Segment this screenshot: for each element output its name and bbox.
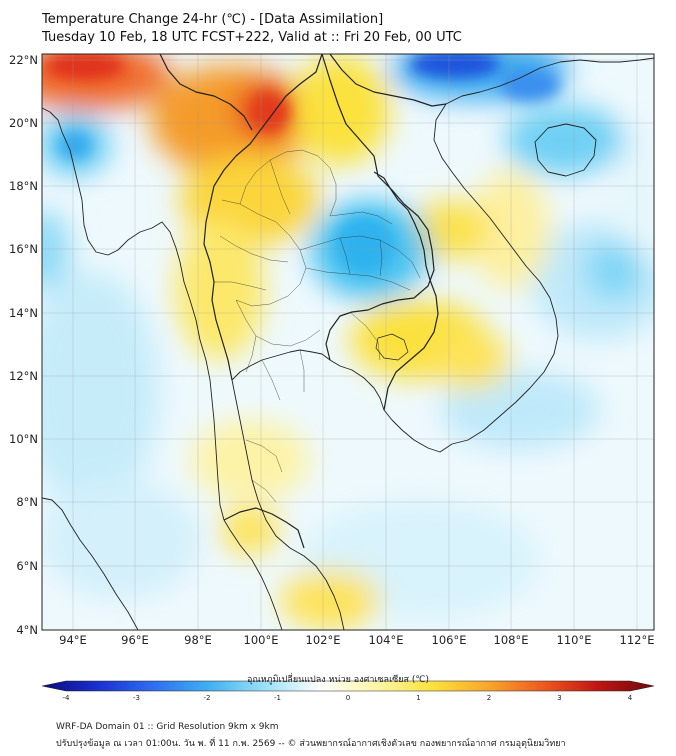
lat-label-4: 4°N — [16, 623, 38, 637]
lon-label-100: 100°E — [244, 633, 279, 647]
lon-label-94: 94°E — [59, 633, 87, 647]
map-subtitle: Tuesday 10 Feb, 18 UTC FCST+222, Valid a… — [42, 30, 462, 45]
colorbar-tick-3: 3 — [557, 694, 562, 702]
lon-label-102: 102°E — [306, 633, 341, 647]
colorbar-tick-4: 4 — [627, 694, 633, 702]
colorbar-tick-m1: -1 — [274, 694, 281, 702]
lat-label-20: 20°N — [9, 116, 38, 130]
lat-label-18: 18°N — [9, 179, 38, 193]
colorbar-tick-m2: -2 — [203, 694, 211, 702]
lake-outline — [375, 333, 409, 361]
longitude-labels: 94°E 96°E 98°E 100°E 102°E 104°E 106°E 1… — [59, 633, 654, 647]
footer-model-info: WRF-DA Domain 01 :: Grid Resolution 9km … — [56, 722, 279, 732]
colorbar-tick-m4: -4 — [62, 694, 70, 702]
lat-label-12: 12°N — [9, 369, 38, 383]
plot-frame — [41, 53, 655, 631]
colorbar-tick-0: 0 — [345, 694, 351, 702]
lat-label-16: 16°N — [9, 242, 38, 256]
temperature-field — [42, 54, 654, 630]
footer-credit: ปรับปรุงข้อมูล ณ เวลา 01:00น. วัน พ. ที่… — [56, 739, 566, 749]
lat-label-6: 6°N — [16, 559, 38, 573]
lon-label-98: 98°E — [184, 633, 212, 647]
lat-label-14: 14°N — [9, 306, 38, 320]
lat-label-22: 22°N — [9, 53, 38, 67]
lon-label-108: 108°E — [494, 633, 529, 647]
lon-label-112: 112°E — [620, 633, 655, 647]
colorbar-gradient — [41, 680, 655, 692]
colorbar — [41, 680, 655, 692]
map-title: Temperature Change 24-hr (℃) - [Data Ass… — [42, 12, 384, 27]
colorbar-tick-2: 2 — [486, 694, 492, 702]
lon-label-110: 110°E — [557, 633, 592, 647]
province-borders — [214, 149, 421, 503]
colorbar-label: อุณหภูมิเปลี่ยนแปลง หน่วย องศาเซลเซียส (… — [246, 675, 430, 685]
colorbar-tick-m3: -3 — [133, 694, 140, 702]
lat-label-10: 10°N — [9, 432, 38, 446]
country-borders — [159, 53, 447, 549]
lon-label-104: 104°E — [369, 633, 404, 647]
lon-label-96: 96°E — [121, 633, 149, 647]
coastlines — [41, 57, 655, 631]
colorbar-tick-1: 1 — [416, 694, 421, 702]
latitude-labels: 22°N 20°N 18°N 16°N 14°N 12°N 10°N 8°N 6… — [9, 53, 38, 637]
lon-label-106: 106°E — [432, 633, 467, 647]
lat-label-8: 8°N — [16, 495, 38, 509]
